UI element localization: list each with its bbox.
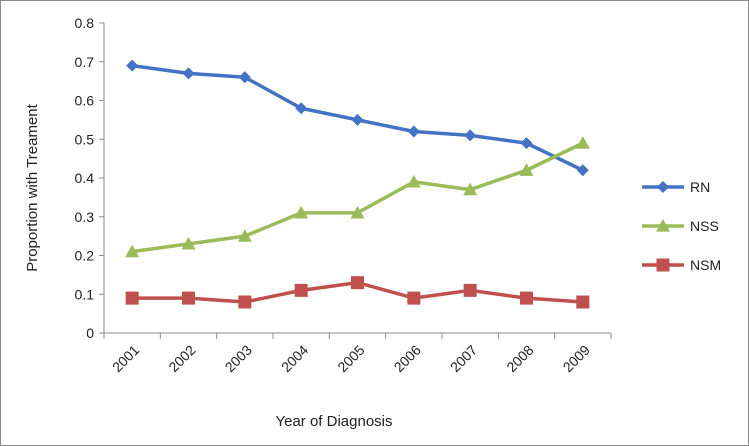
x-tick-label: 2003 bbox=[222, 342, 255, 375]
x-tick-label: 2006 bbox=[391, 342, 424, 375]
data-point-rn bbox=[576, 164, 589, 177]
x-tick-label: 2004 bbox=[278, 342, 311, 375]
data-point-nss bbox=[519, 163, 534, 176]
legend-label: NSS bbox=[690, 218, 719, 234]
data-point-rn bbox=[407, 125, 420, 138]
data-point-rn bbox=[464, 129, 477, 142]
x-tick-label: 2002 bbox=[165, 342, 198, 375]
legend-swatch-marker bbox=[656, 258, 670, 272]
data-point-nsm bbox=[238, 295, 252, 309]
data-point-nss bbox=[294, 205, 309, 219]
data-point-rn bbox=[295, 102, 308, 115]
data-point-rn bbox=[238, 71, 251, 84]
data-point-nss bbox=[575, 136, 590, 149]
legend: RN NSS NSM bbox=[642, 179, 721, 273]
series-rn bbox=[126, 59, 589, 177]
data-point-nss bbox=[181, 236, 196, 250]
y-tick-label: 0.4 bbox=[75, 170, 95, 186]
axes bbox=[99, 22, 612, 339]
legend-swatch-marker bbox=[657, 181, 669, 193]
data-point-nss bbox=[463, 182, 478, 196]
x-tick-label: 2005 bbox=[334, 342, 367, 375]
y-tick-labels: 0 0.1 0.2 0.3 0.4 0.5 0.6 0.7 0.8 bbox=[75, 15, 95, 341]
y-tick-label: 0.8 bbox=[75, 15, 95, 31]
data-point-nss bbox=[125, 244, 140, 258]
data-point-rn bbox=[520, 137, 533, 150]
data-point-nsm bbox=[576, 295, 590, 309]
y-axis-title: Proportion with Treament bbox=[24, 103, 41, 271]
x-tick-label: 2001 bbox=[109, 342, 142, 375]
data-point-rn bbox=[182, 67, 195, 80]
y-tick-label: 0.1 bbox=[75, 286, 95, 302]
x-tick-label: 2008 bbox=[503, 342, 536, 375]
legend-swatch-marker bbox=[656, 219, 670, 232]
data-point-nsm bbox=[351, 276, 364, 290]
data-point-nss bbox=[237, 229, 252, 242]
legend-label: NSM bbox=[690, 257, 721, 273]
y-tick-label: 0.6 bbox=[75, 93, 95, 109]
legend-label: RN bbox=[690, 179, 710, 195]
data-point-nss bbox=[350, 205, 365, 219]
data-point-rn bbox=[126, 59, 139, 72]
x-tick-label: 2009 bbox=[560, 342, 593, 375]
legend-item-nsm: NSM bbox=[642, 257, 721, 273]
legend-item-nss: NSS bbox=[642, 218, 719, 234]
series-nsm bbox=[125, 276, 590, 309]
data-point-nsm bbox=[294, 283, 308, 297]
data-point-rn bbox=[351, 113, 364, 126]
y-tick-label: 0.3 bbox=[75, 209, 95, 225]
y-tick-label: 0.2 bbox=[75, 248, 95, 264]
data-point-nsm bbox=[125, 291, 139, 305]
data-point-nss bbox=[406, 174, 421, 188]
data-point-nsm bbox=[520, 291, 533, 305]
legend-item-rn: RN bbox=[642, 179, 710, 195]
x-axis-title: Year of Diagnosis bbox=[275, 413, 392, 430]
y-tick-label: 0 bbox=[86, 325, 94, 341]
series-nss bbox=[125, 136, 590, 258]
y-tick-label: 0.7 bbox=[75, 54, 95, 70]
x-tick-labels: 2001 2002 2003 2004 2005 2006 2007 2008 2009 bbox=[109, 342, 593, 375]
y-tick-label: 0.5 bbox=[75, 131, 95, 147]
data-point-nsm bbox=[407, 291, 421, 305]
series-line-nss bbox=[131, 141, 584, 254]
data-point-nsm bbox=[182, 291, 195, 305]
data-point-nsm bbox=[463, 283, 477, 297]
series-layer bbox=[125, 59, 590, 309]
x-tick-label: 2007 bbox=[447, 342, 480, 375]
